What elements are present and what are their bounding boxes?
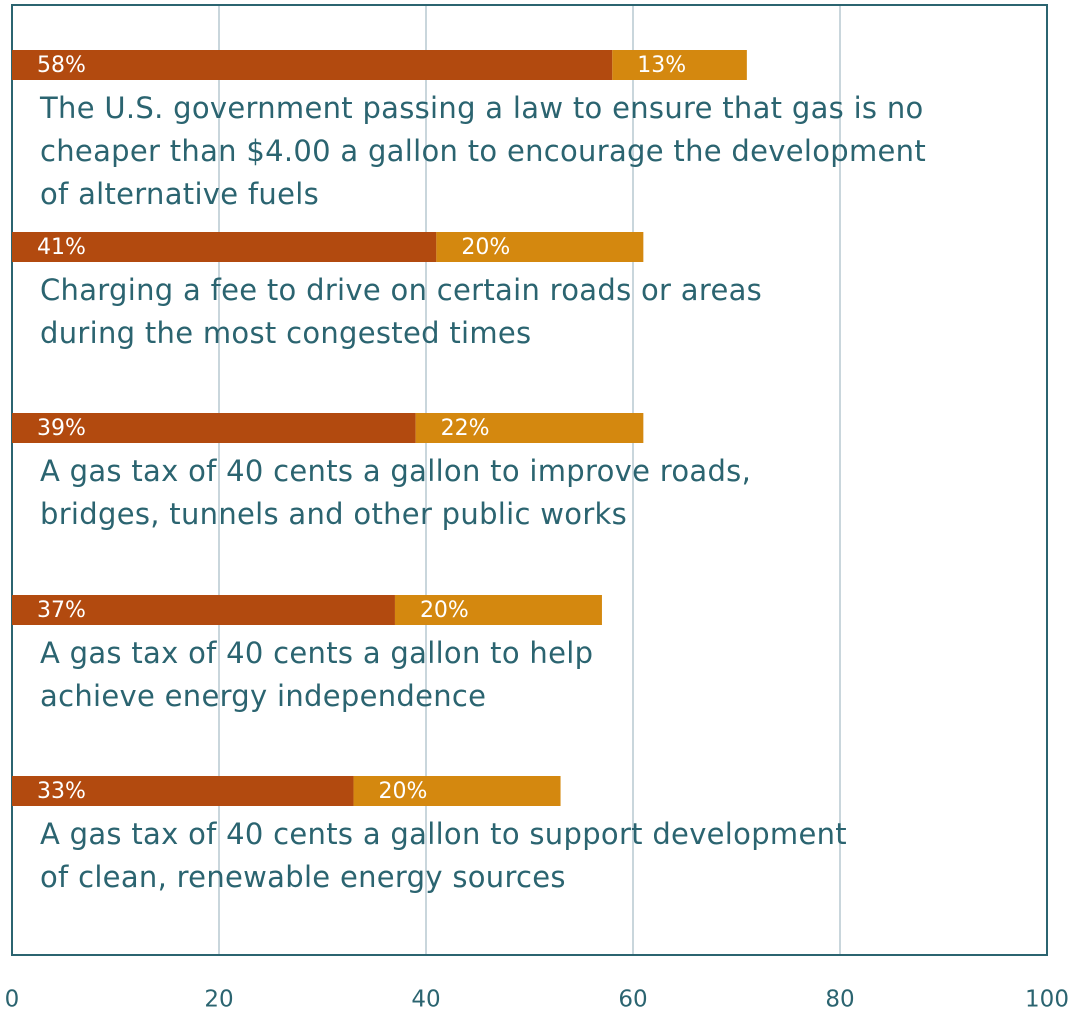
bar-value-label: 33% [37,779,86,804]
bar-segment [353,776,561,806]
bar-value-label: 58% [37,53,86,78]
x-tick-label: 0 [5,987,20,1009]
bar-segment [612,50,747,80]
bar-segment [12,413,416,443]
bar-value-label: 20% [420,598,469,623]
x-tick-label: 60 [618,987,647,1009]
category-label: Charging a fee to drive on certain roads… [40,273,763,350]
bar-segment [436,232,644,262]
x-tick-label: 100 [1025,987,1069,1009]
bar-segment [394,595,602,625]
category-label: The U.S. government passing a law to ens… [40,91,927,211]
x-tick-label: 40 [411,987,440,1009]
bar-segment [415,413,644,443]
bar-value-label: 20% [379,779,428,804]
x-tick-label: 80 [825,987,854,1009]
bar-value-label: 41% [37,235,86,260]
bar-value-label: 39% [37,416,86,441]
category-label: A gas tax of 40 cents a gallon to help a… [40,636,594,713]
bar-segment [12,232,437,262]
plot-frame [11,4,1048,956]
bar-value-label: 20% [461,235,510,260]
category-label: A gas tax of 40 cents a gallon to suppor… [40,817,847,894]
x-tick-label: 20 [204,987,233,1009]
bar-segment [12,595,395,625]
bar-value-label: 37% [37,598,86,623]
bar-value-label: 22% [441,416,490,441]
bar-value-label: 13% [637,53,686,78]
bar-segment [12,50,613,80]
bar-segment [12,776,354,806]
category-label: A gas tax of 40 cents a gallon to improv… [40,454,752,531]
